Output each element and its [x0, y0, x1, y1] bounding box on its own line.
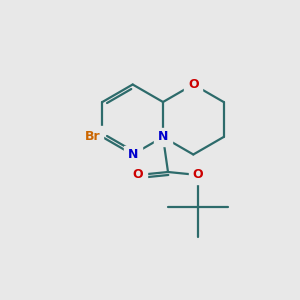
Text: O: O [193, 169, 203, 182]
Text: O: O [188, 78, 199, 91]
Text: O: O [133, 169, 143, 182]
Text: N: N [158, 130, 168, 143]
Text: N: N [128, 148, 138, 161]
Text: Br: Br [85, 130, 100, 143]
